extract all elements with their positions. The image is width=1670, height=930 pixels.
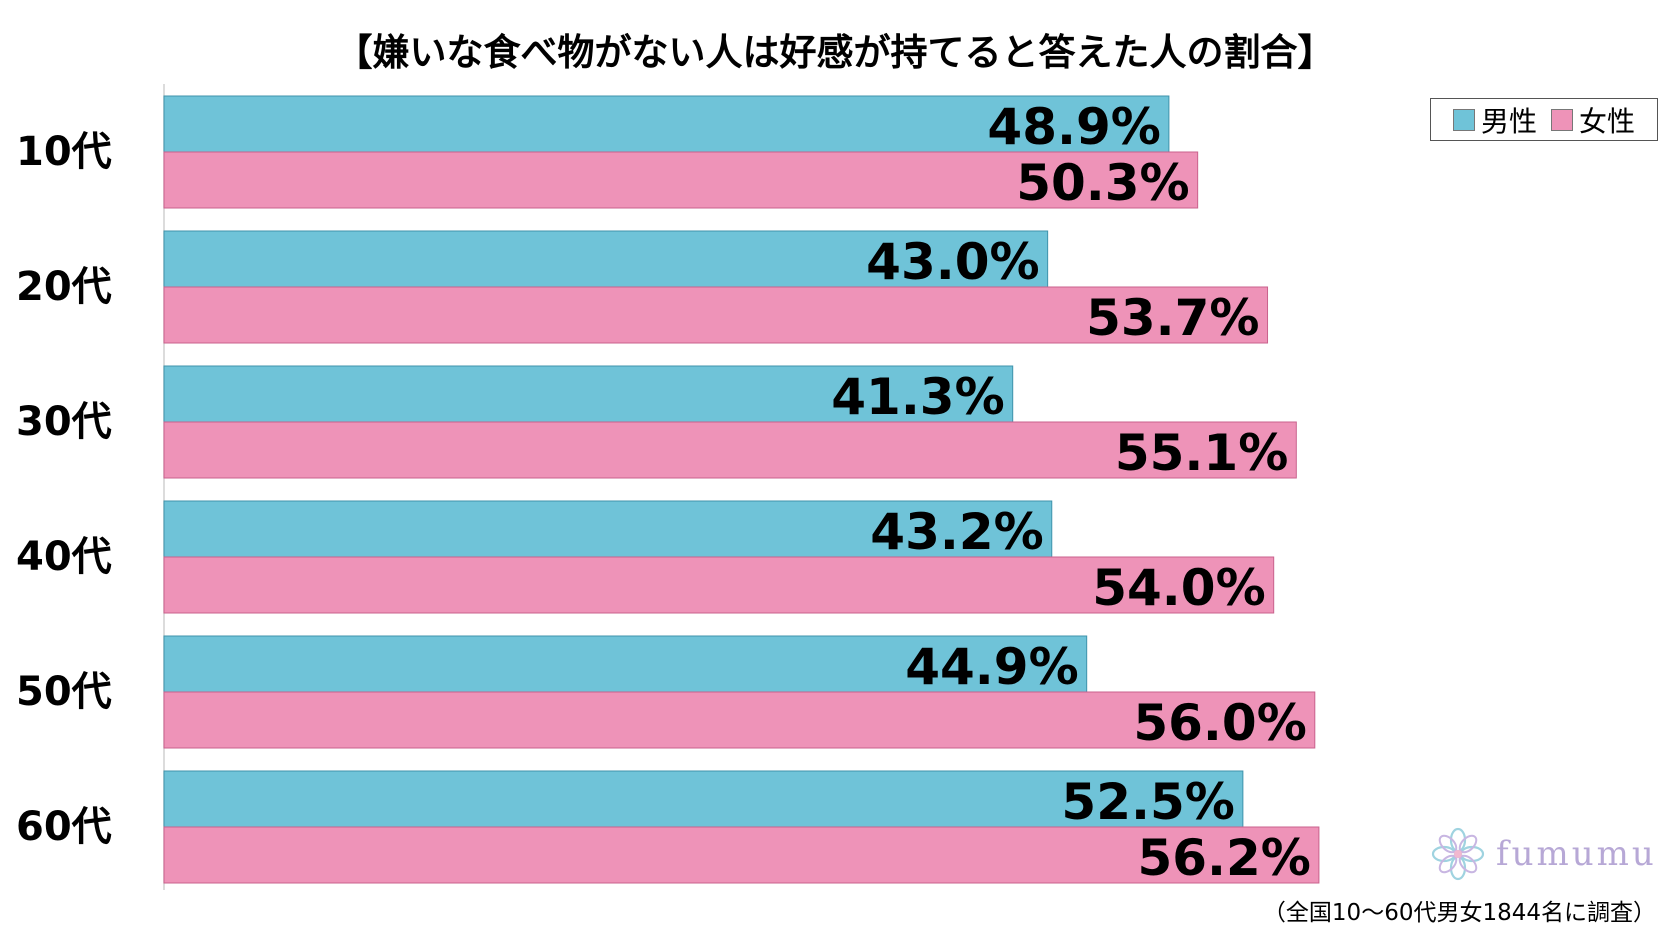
legend-item-male: 男性	[1452, 100, 1537, 140]
data-label-female-5: 56.2%	[1137, 829, 1310, 887]
category-label-2: 30代	[16, 399, 112, 445]
data-label-male-0: 48.9%	[987, 98, 1160, 156]
bar-male-3	[163, 500, 1053, 558]
legend-label-female: 女性	[1579, 104, 1636, 138]
legend-item-female: 女性	[1551, 100, 1635, 140]
data-label-male-5: 52.5%	[1061, 773, 1234, 831]
category-label-0: 10代	[16, 129, 112, 175]
footnote: （全国10～60代男女1844名に調査）	[1262, 900, 1656, 926]
category-label-1: 20代	[16, 264, 112, 310]
bar-male-2	[163, 365, 1014, 423]
bar-female-2	[163, 421, 1297, 479]
flower-logo-icon	[1431, 827, 1485, 881]
data-label-female-3: 54.0%	[1092, 559, 1265, 617]
bar-female-1	[163, 286, 1269, 344]
data-label-male-2: 41.3%	[831, 368, 1004, 426]
fumumu-logo: fumumu	[1430, 826, 1657, 882]
bar-female-0	[163, 151, 1199, 209]
category-label-4: 50代	[16, 669, 112, 715]
category-label-5: 60代	[16, 804, 112, 850]
data-label-female-0: 50.3%	[1016, 154, 1189, 212]
data-label-female-4: 56.0%	[1133, 694, 1306, 752]
bar-male-5	[163, 770, 1244, 828]
legend-label-male: 男性	[1480, 104, 1537, 138]
bar-female-3	[163, 556, 1275, 614]
legend-swatch-female	[1551, 108, 1573, 131]
bar-female-4	[163, 691, 1316, 749]
data-label-male-4: 44.9%	[905, 638, 1078, 696]
chart-title: 【嫌いな食べ物がない人は好感が持てると答えた人の割合】	[335, 31, 1335, 74]
logo-text: fumumu	[1496, 834, 1657, 874]
bar-male-4	[163, 635, 1088, 693]
data-label-female-2: 55.1%	[1115, 424, 1288, 482]
legend: 男性 女性	[1430, 98, 1658, 141]
legend-swatch-male	[1452, 108, 1475, 131]
category-label-3: 40代	[16, 534, 112, 580]
bar-female-5	[163, 826, 1320, 884]
data-label-female-1: 53.7%	[1086, 289, 1259, 347]
data-label-male-3: 43.2%	[870, 503, 1043, 561]
data-label-male-1: 43.0%	[866, 233, 1039, 291]
